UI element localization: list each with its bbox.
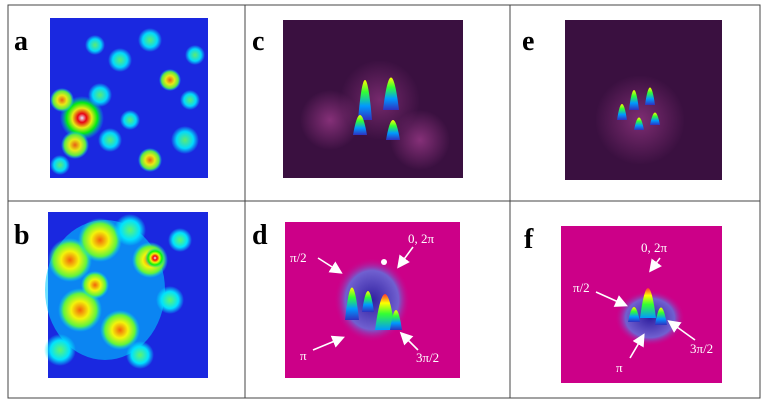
panel-a-image <box>50 18 208 178</box>
panel-e-image <box>565 20 722 180</box>
annotation: π/2 <box>290 250 307 265</box>
panel-label: e <box>522 26 534 57</box>
annotation: 0, 2π <box>408 231 435 246</box>
annotation: 3π/2 <box>690 341 713 356</box>
annotation: π/2 <box>573 280 590 295</box>
figure: a b c d π/2 0, 2π π 3π/2 e f 0, 2π <box>0 0 765 403</box>
annotation: π <box>616 360 623 375</box>
panel-c-image <box>283 20 463 178</box>
panel-label: d <box>252 220 268 251</box>
panel-label: b <box>14 220 30 251</box>
annotation: π <box>300 348 307 363</box>
panel-label: f <box>524 224 534 255</box>
panel-b-image <box>44 212 208 378</box>
panel-label: c <box>252 26 264 57</box>
annotation: 0, 2π <box>641 240 668 255</box>
panel-label: a <box>14 26 28 57</box>
annotation: 3π/2 <box>416 350 439 365</box>
